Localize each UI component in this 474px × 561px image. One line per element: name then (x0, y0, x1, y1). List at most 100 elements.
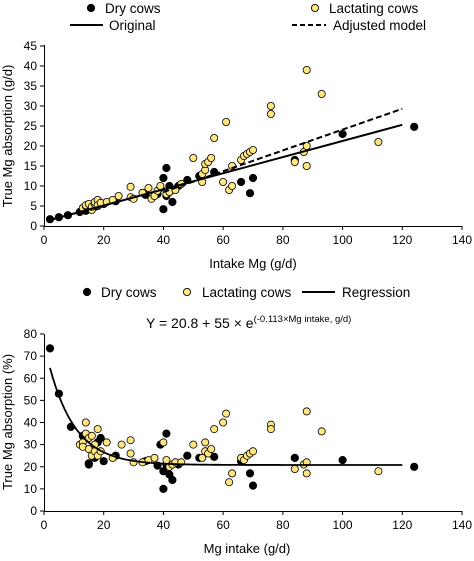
dry-cow-point (210, 452, 219, 461)
adjusted-model-line (163, 107, 403, 193)
lactating-cow-point (225, 478, 234, 487)
bottom-y-axis-label: True Mg absorption (%) (0, 354, 15, 490)
legend-dry-label: Dry cows (101, 285, 157, 300)
bottom-panel: 0 20 40 60 80 100 120 140 0 10 20 30 40 50 60 70 80 Mg … (0, 327, 472, 556)
lactating-cow-point (317, 90, 326, 99)
lactating-cow-point (126, 182, 135, 191)
top-x-tick-label: 0 (41, 233, 48, 247)
bottom-y-tick-label: 40 (24, 416, 38, 430)
dry-cow-point (248, 481, 258, 490)
lactating-cow-point (290, 157, 299, 166)
legend-dry-label: Dry cows (105, 1, 161, 16)
bottom-x-tick-label: 0 (41, 518, 48, 532)
lactating-cow-point (198, 453, 207, 462)
bottom-y-tick-label: 80 (24, 327, 38, 341)
top-y-tick-label: 30 (24, 99, 38, 113)
lactating-cow-point (144, 183, 153, 192)
bottom-y-tick-label: 60 (24, 371, 38, 385)
lactating-cow-point (302, 407, 311, 416)
lactating-cow-point (228, 469, 237, 478)
dry-cow-point (162, 163, 171, 173)
dry-cow-point (245, 469, 255, 478)
lactating-cow-point (159, 438, 168, 447)
top-panel: 0 20 40 60 80 100 120 140 0 5 10 15 20 25 30 35 40 45 In… (0, 39, 472, 271)
top-y-tick-label: 5 (30, 199, 37, 213)
lactating-cow-point (374, 137, 383, 146)
top-y-tick-label: 15 (24, 159, 38, 173)
lactating-cow-point (222, 409, 231, 418)
lactating-cow-point (210, 425, 219, 434)
lactating-cow-point (201, 438, 210, 447)
bottom-x-tick-label: 140 (452, 518, 472, 532)
top-x-axis-label: Intake Mg (g/d) (209, 256, 296, 271)
lactating-cow-point (219, 418, 228, 427)
lactating-cow-point (374, 467, 383, 476)
dry-cow-point (159, 205, 168, 214)
dry-cow-point (159, 173, 168, 183)
lactating-cow-point (302, 469, 311, 478)
bottom-x-tick-label: 20 (97, 518, 111, 532)
top-y-tick-label: 40 (24, 59, 38, 73)
bottom-y-ticks: 0 10 20 30 40 50 60 70 80 (24, 327, 44, 518)
equation-main: Y = 20.8 + 55 × e (146, 315, 254, 331)
top-plot-area (45, 66, 419, 224)
top-y-tick-label: 25 (24, 119, 38, 133)
dry-cow-point (159, 484, 168, 493)
regression-curve (49, 367, 403, 466)
lactating-cow-point (290, 464, 299, 473)
bottom-y-tick-label: 20 (24, 460, 38, 474)
legend-regression-label: Regression (342, 285, 410, 300)
lactating-cow-point (210, 133, 219, 142)
top-y-tick-label: 0 (30, 219, 37, 233)
lactating-cow-point (302, 161, 311, 170)
dry-cow-point (168, 475, 177, 485)
lactating-cow-point (248, 447, 257, 456)
lactating-cow-point (266, 102, 275, 111)
legend-adjusted-label: Adjusted model (333, 18, 426, 33)
bottom-x-tick-label: 100 (333, 518, 353, 532)
top-y-tick-label: 20 (24, 139, 38, 153)
bottom-y-tick-label: 50 (24, 393, 38, 407)
top-legend: Dry cows Lactating cows Original Adjuste… (70, 1, 426, 33)
bottom-x-axis-label: Mg intake (g/d) (204, 541, 291, 556)
bottom-x-tick-label: 40 (157, 518, 171, 532)
bottom-plot-area (45, 344, 419, 493)
dry-cow-point (99, 457, 108, 466)
top-x-ticks: 0 20 40 60 80 100 120 140 (41, 226, 472, 247)
lactating-cow-point (81, 418, 90, 427)
legend-dry-marker (86, 3, 96, 13)
dry-cow-point (162, 429, 171, 438)
dry-cow-point (410, 462, 419, 471)
top-x-tick-label: 40 (157, 233, 171, 247)
top-x-tick-label: 80 (276, 233, 290, 247)
lactating-cow-point (228, 181, 237, 190)
top-y-ticks: 0 5 10 15 20 25 30 35 40 45 (24, 39, 44, 233)
lactating-cow-point (93, 425, 102, 434)
lactating-cow-point (114, 191, 123, 200)
lactating-cow-point (207, 153, 216, 162)
lactating-cow-point (102, 438, 111, 447)
lactating-cow-point (117, 440, 126, 449)
bottom-x-tick-label: 60 (216, 518, 230, 532)
lactating-cow-point (87, 431, 96, 440)
original-line (49, 123, 403, 221)
lactating-cow-point (219, 177, 228, 186)
lactating-cow-point (189, 440, 198, 449)
dry-cow-point (248, 173, 258, 183)
top-x-tick-label: 100 (333, 233, 353, 247)
legend-lactating-marker (182, 287, 192, 297)
top-x-tick-label: 140 (452, 233, 472, 247)
bottom-y-tick-label: 70 (24, 349, 38, 363)
lactating-cow-point (126, 449, 135, 458)
dry-cow-point (168, 197, 177, 207)
regression-equation: Y = 20.8 + 55 × e(-0.113×Mg intake, g/d) (146, 314, 351, 331)
dry-cow-point (45, 344, 55, 353)
top-x-tick-label: 60 (216, 233, 230, 247)
top-x-tick-label: 20 (97, 233, 111, 247)
dry-cow-point (338, 129, 347, 139)
dry-cow-point (237, 177, 246, 187)
dry-cow-point (290, 453, 299, 462)
top-x-tick-label: 120 (392, 233, 412, 247)
legend-lactating-label: Lactating cows (202, 285, 292, 300)
